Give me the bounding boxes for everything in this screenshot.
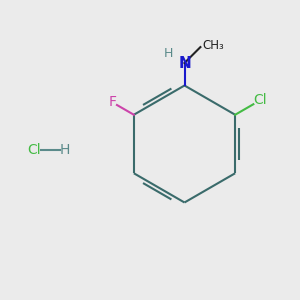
Text: F: F (108, 95, 116, 109)
Text: H: H (164, 47, 174, 61)
Text: Cl: Cl (253, 94, 267, 107)
Text: H: H (59, 143, 70, 157)
Text: CH₃: CH₃ (202, 39, 224, 52)
Text: N: N (178, 56, 191, 70)
Text: Cl: Cl (28, 143, 41, 157)
